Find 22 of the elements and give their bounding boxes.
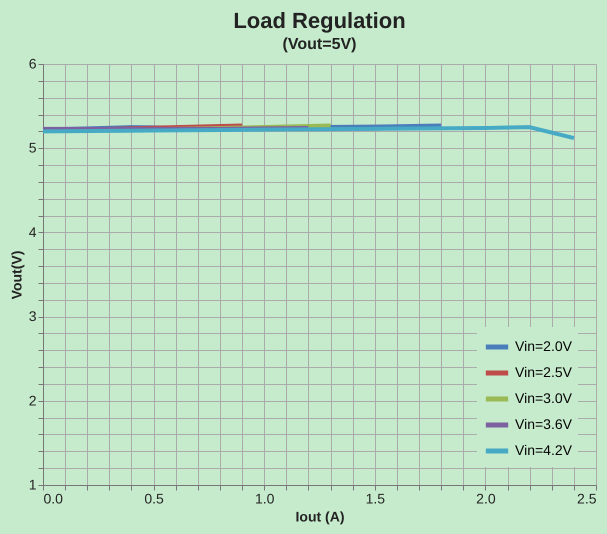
legend-label: Vin=4.2V xyxy=(515,442,573,458)
line-series xyxy=(41,125,576,140)
y-tick-label: 2 xyxy=(28,392,37,408)
y-tick-label: 5 xyxy=(28,140,37,156)
y-tick-label: 6 xyxy=(28,56,37,72)
y-tick-label: 3 xyxy=(28,308,37,324)
chart-title: Load Regulation xyxy=(233,8,406,33)
x-tick-label: 2.5 xyxy=(577,490,597,506)
y-axis-title: Vout(V) xyxy=(8,250,25,300)
x-axis-title: Iout (A) xyxy=(296,508,344,524)
x-tick-label: 1.0 xyxy=(254,490,275,506)
y-tick-label: 1 xyxy=(28,476,37,492)
legend-label: Vin=3.6V xyxy=(515,416,573,432)
legend-label: Vin=2.0V xyxy=(515,338,573,354)
x-tick-label: 0.5 xyxy=(144,490,164,506)
x-tick-label: 1.5 xyxy=(366,490,386,506)
x-tick-label: 2.0 xyxy=(476,490,496,506)
y-tick-label: 4 xyxy=(28,224,37,240)
chart-subtitle: (Vout=5V) xyxy=(282,36,356,53)
legend-label: Vin=2.5V xyxy=(515,364,573,380)
x-tick-label: 0.0 xyxy=(44,490,64,506)
legend-label: Vin=3.0V xyxy=(515,390,573,406)
